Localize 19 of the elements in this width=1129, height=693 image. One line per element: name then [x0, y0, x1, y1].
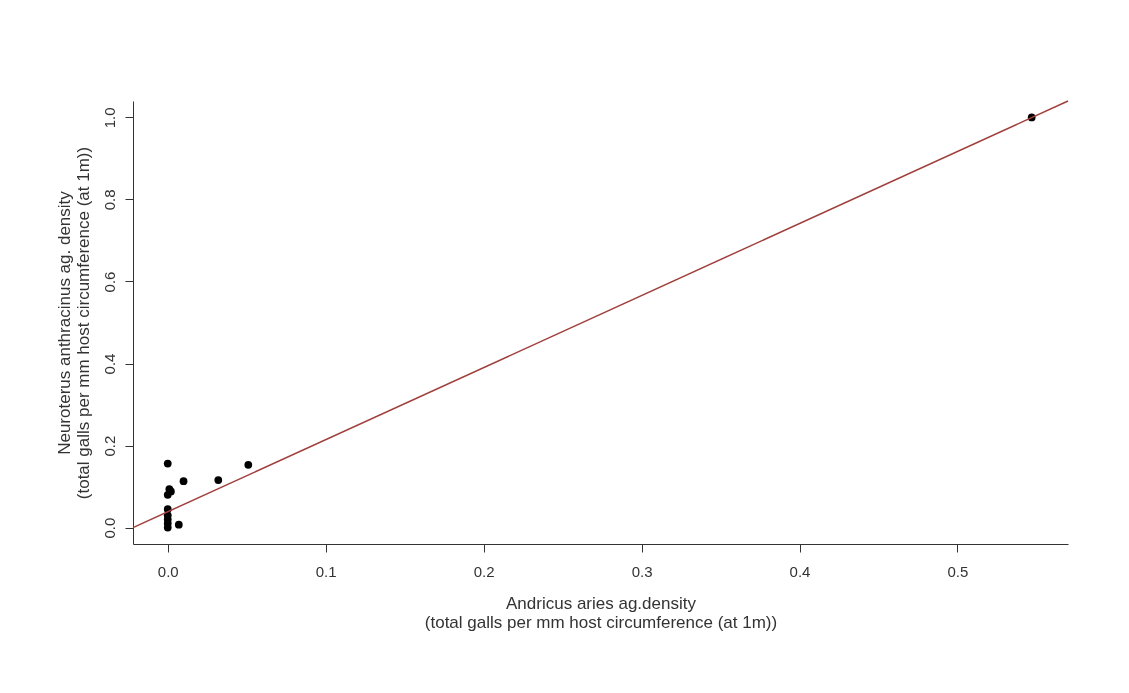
- x-tick-label: 0.0: [157, 562, 179, 580]
- y-tick-label: 0.0: [100, 517, 118, 539]
- point: [174, 520, 183, 529]
- x-tick-label: 0.3: [631, 562, 653, 580]
- point: [163, 459, 172, 468]
- x-axis-title: Andricus aries ag.density (total galls per mm host circumference (at 1m)): [424, 593, 778, 632]
- point: [214, 476, 223, 484]
- point: [179, 477, 188, 486]
- y-tick-label: 0.2: [100, 435, 118, 457]
- x-tick-label: 0.2: [473, 562, 495, 580]
- x-tick-label: 0.1: [315, 562, 337, 580]
- y-axis-title: Neuroterus anthracinus ag. density (total galls per mm host circumference (at 1m)): [54, 146, 93, 500]
- y-tick-label: 1.0: [100, 107, 118, 129]
- x-tick-label: 0.5: [947, 562, 969, 580]
- y-tick-label: 0.4: [100, 353, 118, 375]
- x-tick-label: 0.4: [789, 562, 811, 580]
- y-tick-label: 0.8: [100, 189, 118, 211]
- y-tick-label: 0.6: [100, 271, 118, 293]
- point: [244, 460, 253, 469]
